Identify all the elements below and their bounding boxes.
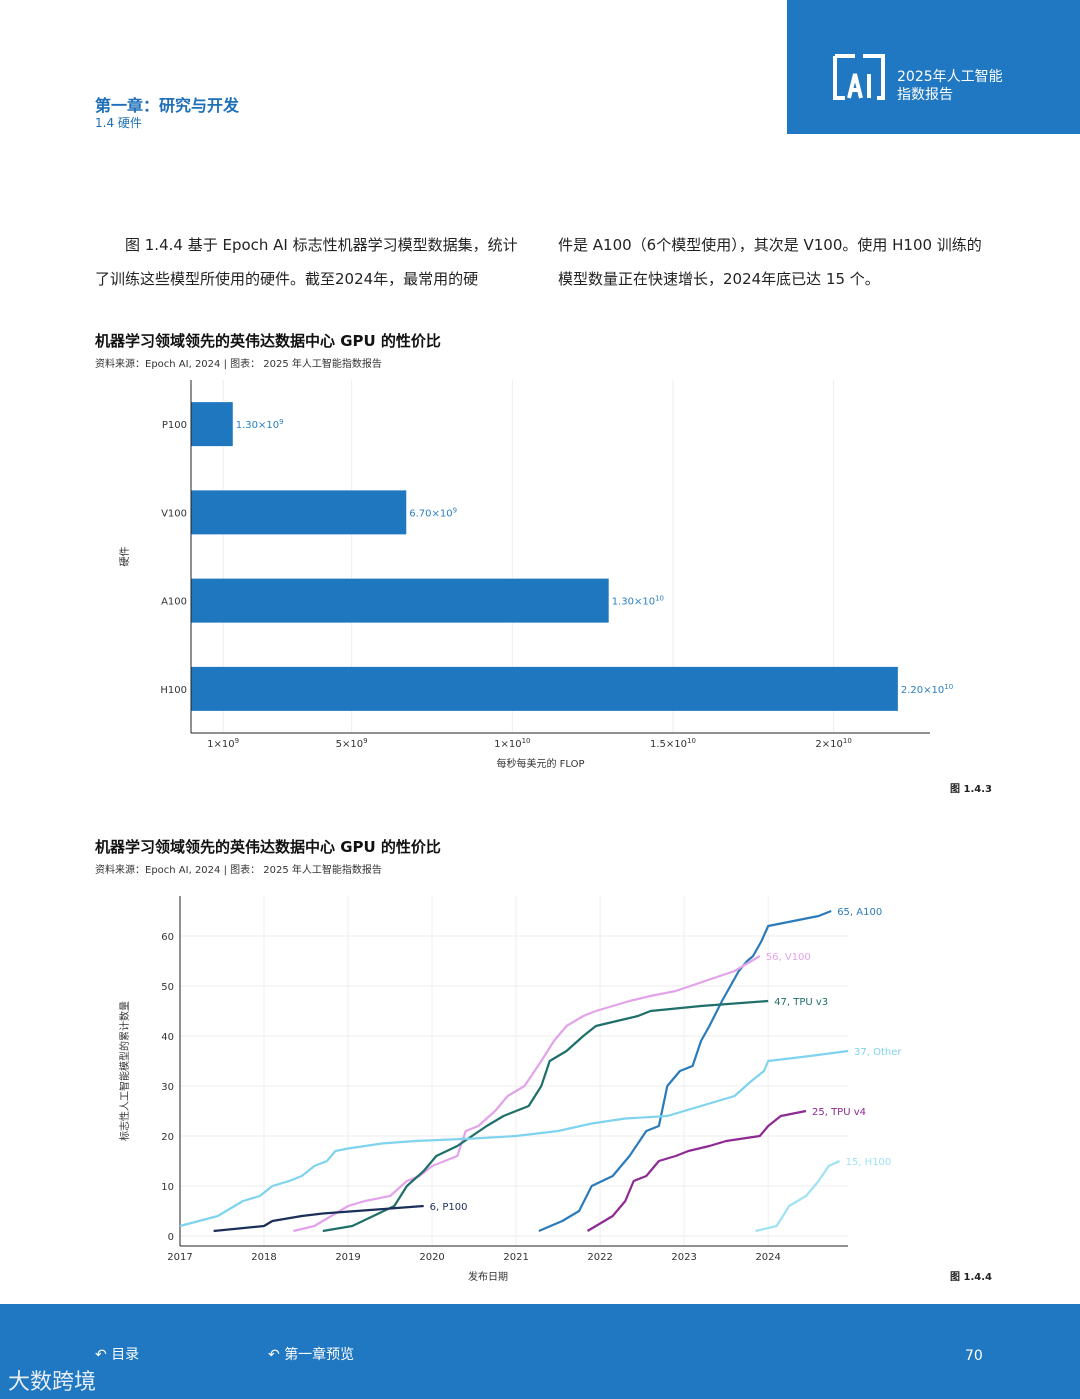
chapter-preview-link[interactable]: ↶ 第一章预览: [268, 1344, 354, 1364]
x-tick-label: 2×1010: [815, 737, 851, 750]
x-tick-label: 2024: [755, 1252, 780, 1263]
bar: [191, 490, 407, 535]
return-arrow-icon: ↶: [95, 1347, 107, 1363]
series-line: [213, 1204, 424, 1233]
y-axis-label: 标志性人工智能模型的累计数量: [118, 1001, 131, 1141]
bar: [191, 666, 898, 711]
footer-bar: ↶ 目录 ↶ 第一章预览 70 大数跨境: [0, 1304, 1080, 1399]
x-axis-label: 每秒每美元的 FLOP: [496, 757, 584, 770]
chart2-figure-label: 图 1.4.4: [950, 1272, 992, 1283]
y-tick-label: A100: [161, 597, 187, 608]
series-line: [755, 1160, 841, 1233]
data-label: 2.20×1010: [901, 683, 953, 696]
ai-logo-icon: [833, 54, 885, 100]
y-tick-label: 50: [161, 982, 174, 993]
chart2-title: 机器学习领域领先的英伟达数据中心 GPU 的性价比: [95, 838, 441, 856]
series-line: [293, 955, 761, 1233]
brand-banner: 2025年人工智能 指数报告: [787, 0, 1080, 134]
brand-line1: 2025年人工智能: [897, 69, 1003, 85]
x-tick-label: 2021: [503, 1252, 528, 1263]
x-tick-label: 2023: [671, 1252, 696, 1263]
x-tick-label: 1.5×1010: [650, 737, 696, 750]
y-tick-label: V100: [161, 508, 187, 519]
series-line: [586, 1109, 807, 1232]
data-label: 1.30×109: [236, 418, 284, 431]
data-label: 1.30×1010: [612, 595, 664, 608]
y-tick-label: 30: [161, 1082, 174, 1093]
series-line: [179, 1049, 849, 1228]
brand-line2: 指数报告: [897, 87, 953, 103]
y-tick-label: 40: [161, 1032, 174, 1043]
chapter-preview-label: 第一章预览: [284, 1347, 355, 1363]
chapter-title: 第一章：研究与开发: [95, 96, 240, 115]
series-label: 37, Other: [854, 1047, 902, 1058]
watermark: 大数跨境: [8, 1370, 97, 1395]
intro-right: 件是 A100（6个模型使用），其次是 V100。使用 H100 训练的模型数量…: [558, 236, 982, 288]
y-tick-label: 0: [168, 1232, 174, 1243]
series-label: 15, H100: [846, 1157, 892, 1168]
y-tick-label: 20: [161, 1132, 174, 1143]
x-tick-label: 2017: [167, 1252, 192, 1263]
toc-link[interactable]: ↶ 目录: [95, 1344, 139, 1364]
x-tick-label: 2018: [251, 1252, 276, 1263]
y-axis-label: 硬件: [119, 547, 131, 567]
x-tick-label: 5×109: [336, 737, 368, 750]
bar-chart: 1×109 5×109 1×1010 1.5×1010 2×1010 P100 1.30×1…: [119, 380, 953, 770]
series-label: 56, V100: [766, 952, 811, 963]
series-label: 65, A100: [837, 907, 882, 918]
series-label: 25, TPU v4: [812, 1107, 866, 1118]
bar: [191, 402, 233, 447]
page-number: 70: [965, 1348, 983, 1364]
series-line: [322, 999, 769, 1233]
series-label: 47, TPU v3: [774, 997, 828, 1008]
x-tick-label: 1×109: [207, 737, 239, 750]
brand-title: 2025年人工智能 指数报告: [897, 68, 1003, 104]
line-chart: 0 10 20 30 40 50 60 2017 2018 2019 2020 2021 2022 202…: [118, 896, 902, 1283]
series-line: [538, 909, 832, 1233]
data-label: 6.70×109: [409, 506, 457, 519]
x-tick-label: 2020: [419, 1252, 444, 1263]
x-tick-label: 2019: [335, 1252, 360, 1263]
intro-left: 图 1.4.4 基于 Epoch AI 标志性机器学习模型数据集，统计了训练这些…: [95, 236, 518, 288]
chart1-title: 机器学习领域领先的英伟达数据中心 GPU 的性价比: [95, 332, 441, 350]
return-arrow-icon: ↶: [268, 1347, 280, 1363]
toc-label: 目录: [111, 1347, 140, 1363]
chart1-figure-label: 图 1.4.3: [950, 784, 992, 795]
x-tick-label: 2022: [587, 1252, 612, 1263]
x-tick-label: 1×1010: [494, 737, 530, 750]
chart1-source: 资料来源：Epoch AI, 2024 | 图表： 2025 年人工智能指数报告: [95, 359, 382, 370]
y-tick-label: H100: [160, 685, 187, 696]
x-axis-label: 发布日期: [468, 1270, 508, 1283]
series-label: 6, P100: [430, 1202, 468, 1213]
chart2-source: 资料来源：Epoch AI, 2024 | 图表： 2025 年人工智能指数报告: [95, 865, 382, 876]
y-tick-label: P100: [162, 420, 187, 431]
bar: [191, 578, 609, 623]
y-tick-label: 60: [161, 932, 174, 943]
y-tick-label: 10: [161, 1182, 174, 1193]
section-title: 1.4 硬件: [95, 116, 142, 130]
